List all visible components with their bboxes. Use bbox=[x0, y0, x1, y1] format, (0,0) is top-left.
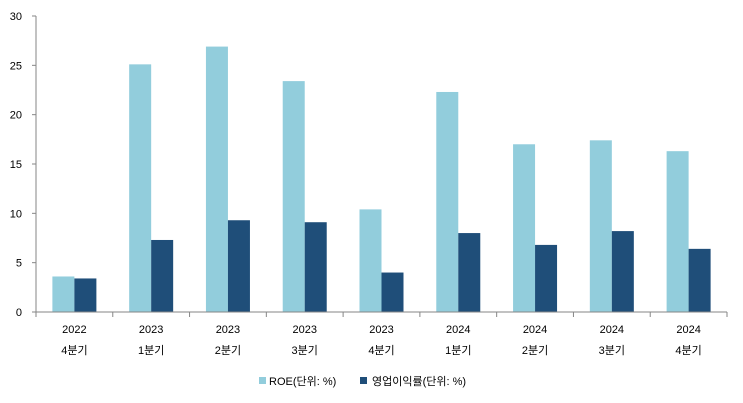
x-tick-label-quarter: 1분기 bbox=[138, 344, 164, 357]
bar-operating-margin bbox=[381, 272, 404, 312]
y-tick-label: 10 bbox=[10, 208, 22, 220]
bar-operating-margin bbox=[535, 244, 558, 312]
x-tick-label-quarter: 3분기 bbox=[599, 344, 625, 357]
y-tick-label: 20 bbox=[10, 110, 22, 122]
y-tick-label: 0 bbox=[16, 307, 22, 319]
legend: ROE(단위: %) 영업이익률(단위: %) bbox=[259, 375, 466, 388]
x-tick-label-year: 2023 bbox=[369, 324, 393, 336]
x-tick-label-year: 2023 bbox=[292, 324, 316, 336]
bar-roe bbox=[513, 144, 536, 312]
y-axis-ticks: 0 5 10 15 20 25 30 bbox=[10, 11, 36, 319]
x-tick-label-year: 2022 bbox=[62, 324, 86, 336]
bar-operating-margin bbox=[227, 220, 250, 312]
bar-roe bbox=[129, 64, 152, 312]
legend-label: ROE(단위: %) bbox=[269, 375, 336, 388]
x-tick-label-year: 2023 bbox=[216, 324, 240, 336]
y-tick-label: 15 bbox=[10, 159, 22, 171]
x-axis-ticks: 2022 4분기 2023 1분기 2023 2분기 2023 3분기 2023 4분기 2024 1… bbox=[35, 312, 728, 357]
bar-roe bbox=[282, 81, 305, 313]
x-tick-label-year: 2024 bbox=[600, 324, 624, 336]
y-tick-label: 25 bbox=[10, 60, 22, 72]
x-tick-label-quarter: 4분기 bbox=[675, 344, 701, 357]
bar-operating-margin bbox=[688, 248, 711, 312]
bar-roe bbox=[436, 91, 459, 313]
y-tick-label: 30 bbox=[10, 11, 22, 23]
x-tick-label-quarter: 3분기 bbox=[292, 344, 318, 357]
x-tick-label-year: 2024 bbox=[676, 324, 700, 336]
legend-swatch bbox=[259, 377, 266, 384]
x-tick-label-year: 2024 bbox=[523, 324, 547, 336]
y-tick-label: 5 bbox=[16, 258, 22, 270]
legend-label: 영업이익률(단위: %) bbox=[372, 375, 466, 388]
x-tick-label-year: 2023 bbox=[139, 324, 163, 336]
bar-operating-margin bbox=[74, 278, 97, 312]
bar-roe bbox=[205, 46, 228, 312]
legend-swatch bbox=[360, 377, 367, 384]
bars-layer bbox=[52, 46, 711, 313]
x-tick-label-quarter: 4분기 bbox=[368, 344, 394, 357]
bar-operating-margin bbox=[458, 233, 481, 312]
x-tick-label-quarter: 1분기 bbox=[445, 344, 471, 357]
bar-roe bbox=[589, 140, 612, 312]
x-tick-label-quarter: 2분기 bbox=[522, 344, 548, 357]
x-tick-label-quarter: 2분기 bbox=[215, 344, 241, 357]
bar-roe bbox=[666, 151, 689, 312]
bar-operating-margin bbox=[611, 231, 634, 312]
bar-operating-margin bbox=[304, 222, 327, 312]
bar-roe bbox=[359, 209, 382, 312]
x-tick-label-quarter: 4분기 bbox=[61, 344, 87, 357]
x-tick-label-year: 2024 bbox=[446, 324, 470, 336]
bar-operating-margin bbox=[151, 239, 174, 312]
bar-roe bbox=[52, 276, 75, 312]
